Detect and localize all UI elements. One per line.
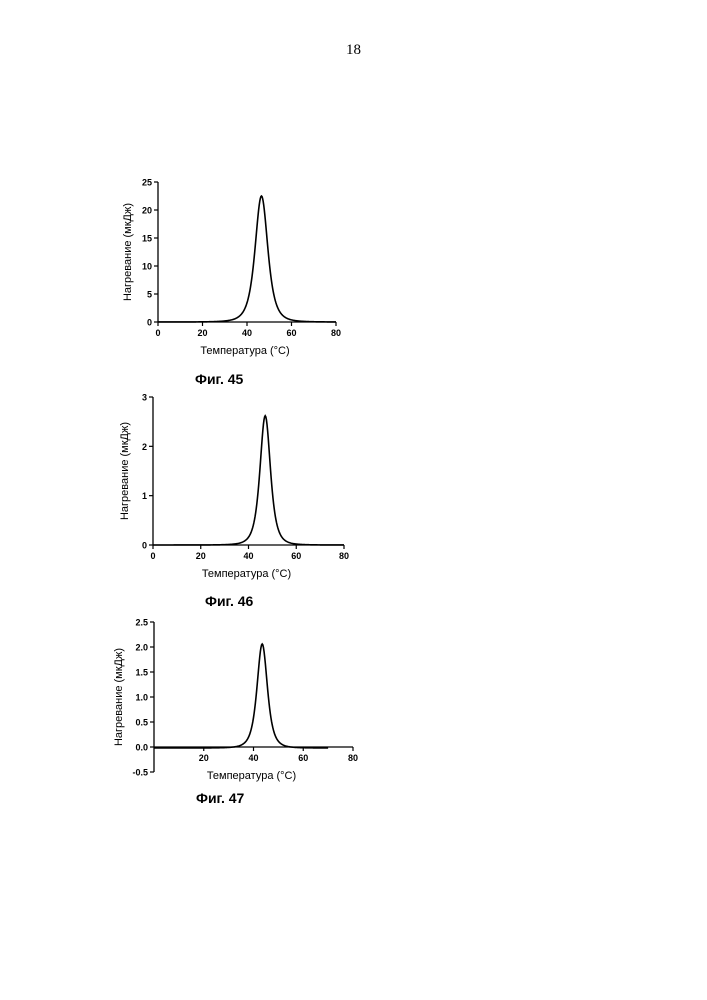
- x-tick-label: 40: [242, 328, 252, 338]
- y-tick-label: 5: [147, 290, 152, 300]
- y-tick-label: 2.5: [135, 618, 148, 628]
- x-tick-label: 80: [339, 551, 349, 561]
- figure-caption: Фиг. 46: [205, 593, 254, 609]
- series-line: [153, 416, 344, 545]
- y-tick-label: 25: [142, 178, 152, 188]
- y-tick-label: 20: [142, 206, 152, 216]
- y-axis-label: Нагревание (мкДж): [122, 203, 134, 301]
- y-tick-label: 0: [142, 541, 147, 551]
- x-tick-label: 60: [298, 753, 308, 763]
- x-tick-label: 60: [291, 551, 301, 561]
- y-tick-label: 1.0: [135, 693, 148, 703]
- figure-caption: Фиг. 45: [195, 371, 244, 387]
- y-tick-label: 1.5: [135, 668, 148, 678]
- y-tick-label: 0.5: [135, 718, 148, 728]
- y-axis-label: Нагревание (мкДж): [113, 648, 125, 746]
- y-tick-label: -0.5: [132, 768, 148, 778]
- x-tick-label: 40: [243, 551, 253, 561]
- x-tick-label: 0: [150, 551, 155, 561]
- y-axis-label: Нагревание (мкДж): [119, 422, 131, 520]
- chart-2: 0 1 2 3 0 20 40 60 80 Температура (°C) Нагревание …: [119, 393, 349, 610]
- y-tick-label: 15: [142, 234, 152, 244]
- figure-caption: Фиг. 47: [196, 790, 245, 806]
- y-tick-label: 3: [142, 393, 147, 403]
- chart-1: 0 5 10 15 20 25 0 20 40 60 80 Температура (°C) Нагре…: [122, 178, 341, 388]
- x-tick-label: 20: [197, 328, 207, 338]
- x-tick-label: 0: [155, 328, 160, 338]
- x-tick-label: 20: [196, 551, 206, 561]
- series-line: [154, 644, 328, 748]
- x-tick-label: 80: [348, 753, 358, 763]
- x-axis-label: Температура (°C): [202, 568, 291, 580]
- x-tick-label: 60: [286, 328, 296, 338]
- y-tick-label: 0.0: [135, 743, 148, 753]
- x-tick-label: 40: [248, 753, 258, 763]
- y-tick-label: 2.0: [135, 643, 148, 653]
- x-axis-label: Температура (°C): [200, 345, 289, 357]
- chart-3: -0.5 0.0 0.5 1.0 1.5 2.0 2.5 20 40 60 80 Температур…: [113, 618, 358, 807]
- series-line: [158, 196, 336, 322]
- y-tick-label: 10: [142, 262, 152, 272]
- y-tick-label: 2: [142, 442, 147, 452]
- y-tick-label: 0: [147, 318, 152, 328]
- y-tick-label: 1: [142, 491, 147, 501]
- x-axis-label: Температура (°C): [207, 770, 296, 782]
- x-tick-label: 20: [199, 753, 209, 763]
- x-tick-label: 80: [331, 328, 341, 338]
